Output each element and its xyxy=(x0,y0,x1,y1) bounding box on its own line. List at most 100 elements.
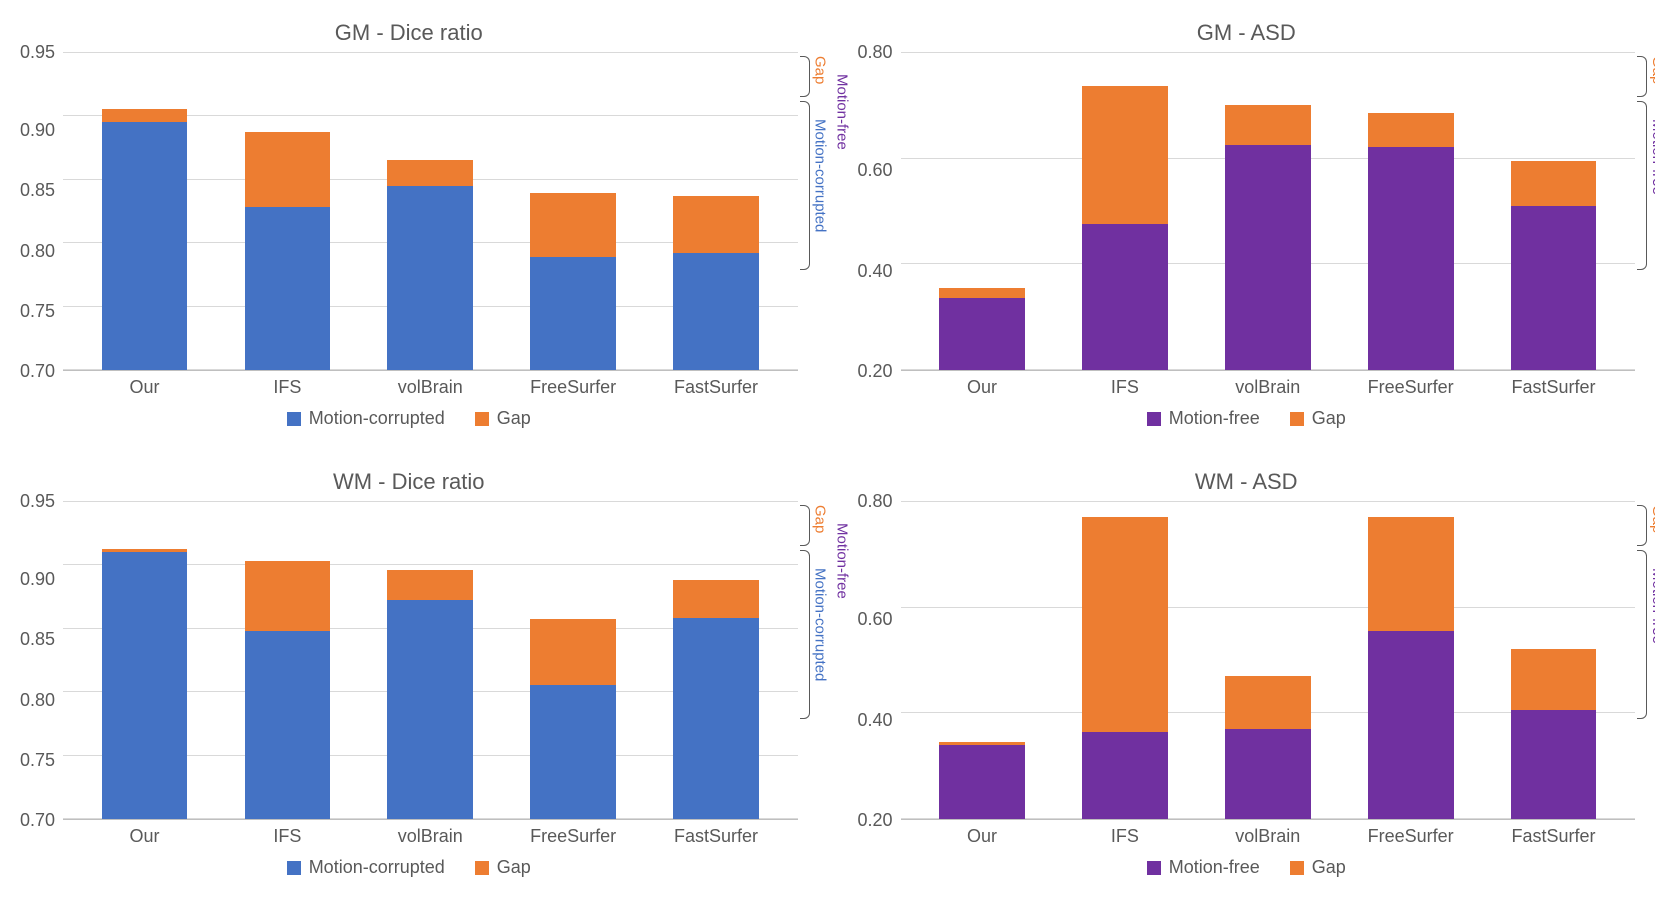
bar-segment xyxy=(1082,732,1168,819)
bar-segment xyxy=(1368,631,1454,819)
y-tick-label: 0.90 xyxy=(20,570,55,588)
bar xyxy=(387,52,473,370)
x-tick-label: FreeSurfer xyxy=(502,826,645,847)
y-tick-label: 0.90 xyxy=(20,121,55,139)
bar-segment xyxy=(387,186,473,370)
bar xyxy=(673,52,759,370)
x-tick-label: IFS xyxy=(216,826,359,847)
annot-gap: Gap xyxy=(1649,505,1655,533)
bar-segment xyxy=(245,631,331,819)
y-tick-label: 0.20 xyxy=(858,811,893,829)
bar-segment xyxy=(530,257,616,370)
x-tick-label: FastSurfer xyxy=(645,377,788,398)
annot-gap: Gap xyxy=(812,505,829,533)
bar-segment xyxy=(939,745,1025,819)
bar xyxy=(530,52,616,370)
bar xyxy=(1511,52,1597,370)
legend: Motion-freeGap xyxy=(858,408,1636,429)
bar xyxy=(1368,501,1454,819)
y-axis: 0.950.900.850.800.750.70 xyxy=(20,501,63,820)
legend-item: Gap xyxy=(1290,408,1346,429)
bar-segment xyxy=(1082,86,1168,224)
side-annotation: GapMotion-corruptedMotion-free xyxy=(800,52,856,275)
x-tick-label: FreeSurfer xyxy=(502,377,645,398)
x-tick-label: volBrain xyxy=(359,826,502,847)
bar-segment xyxy=(939,298,1025,370)
bar xyxy=(939,501,1025,819)
chart-title: GM - Dice ratio xyxy=(20,20,798,46)
bar xyxy=(1511,501,1597,819)
bar-segment xyxy=(939,288,1025,299)
annot-gap: Gap xyxy=(1649,56,1655,84)
side-annotation: GapMotion-freeMotion-corrupted xyxy=(1637,52,1655,275)
legend-item: Gap xyxy=(475,408,531,429)
bar xyxy=(245,52,331,370)
legend-label: Motion-corrupted xyxy=(309,408,445,429)
y-tick-label: 0.75 xyxy=(20,751,55,769)
y-tick-label: 0.95 xyxy=(20,492,55,510)
y-tick-label: 0.80 xyxy=(20,242,55,260)
annot-outer: Motion-free xyxy=(834,74,851,150)
x-axis: OurIFSvolBrainFreeSurferFastSurfer xyxy=(901,820,1635,847)
legend-label: Gap xyxy=(497,408,531,429)
bar xyxy=(530,501,616,819)
annot-lower: Motion-free xyxy=(1649,119,1655,195)
y-tick-label: 0.20 xyxy=(858,362,893,380)
x-axis: OurIFSvolBrainFreeSurferFastSurfer xyxy=(63,820,797,847)
annot-lower: Motion-corrupted xyxy=(812,568,829,681)
y-tick-label: 0.60 xyxy=(858,610,893,628)
panel-gm-dice: GM - Dice ratio0.950.900.850.800.750.70G… xyxy=(20,20,798,429)
legend-item: Motion-corrupted xyxy=(287,408,445,429)
plot-area: GapMotion-corruptedMotion-free xyxy=(63,52,797,371)
legend-label: Motion-free xyxy=(1169,857,1260,878)
chart-title: WM - ASD xyxy=(858,469,1636,495)
legend-swatch xyxy=(475,412,489,426)
chart-grid: GM - Dice ratio0.950.900.850.800.750.70G… xyxy=(20,20,1635,878)
x-tick-label: FastSurfer xyxy=(1482,377,1625,398)
x-tick-label: Our xyxy=(911,826,1054,847)
annot-lower: Motion-corrupted xyxy=(812,119,829,232)
bar-segment xyxy=(530,685,616,819)
bar-segment xyxy=(387,600,473,819)
legend-swatch xyxy=(287,412,301,426)
x-tick-label: volBrain xyxy=(359,377,502,398)
legend: Motion-corrupted Gap xyxy=(20,857,798,878)
legend-swatch xyxy=(1147,861,1161,875)
bar-segment xyxy=(1368,113,1454,147)
y-tick-label: 0.95 xyxy=(20,43,55,61)
bar-segment xyxy=(102,109,188,122)
bar xyxy=(1225,52,1311,370)
legend-swatch xyxy=(287,861,301,875)
legend-swatch xyxy=(475,861,489,875)
bar xyxy=(1082,501,1168,819)
y-tick-label: 0.40 xyxy=(858,262,893,280)
legend-item: Motion-corrupted xyxy=(287,857,445,878)
bar-segment xyxy=(102,552,188,819)
legend-label: Gap xyxy=(497,857,531,878)
bar xyxy=(1082,52,1168,370)
y-tick-label: 0.60 xyxy=(858,161,893,179)
legend-swatch xyxy=(1290,861,1304,875)
bar xyxy=(1368,52,1454,370)
y-tick-label: 0.80 xyxy=(858,492,893,510)
bar-segment xyxy=(387,160,473,185)
legend-item: Gap xyxy=(475,857,531,878)
x-tick-label: Our xyxy=(73,826,216,847)
annot-lower: Motion-free xyxy=(1649,568,1655,644)
plot-area: GapMotion-freeMotion-corrupted xyxy=(901,501,1635,820)
bar-segment xyxy=(673,196,759,253)
y-tick-label: 0.80 xyxy=(858,43,893,61)
x-tick-label: FreeSurfer xyxy=(1339,826,1482,847)
y-axis: 0.800.600.400.20 xyxy=(858,52,901,371)
bar-segment xyxy=(1225,676,1311,729)
y-tick-label: 0.70 xyxy=(20,362,55,380)
bar-segment xyxy=(387,570,473,601)
legend-label: Gap xyxy=(1312,857,1346,878)
x-tick-label: FreeSurfer xyxy=(1339,377,1482,398)
bar-segment xyxy=(1082,224,1168,370)
y-tick-label: 0.85 xyxy=(20,630,55,648)
bar xyxy=(245,501,331,819)
bar-segment xyxy=(245,132,331,207)
legend: Motion-free Gap xyxy=(858,857,1636,878)
bar-segment xyxy=(102,122,188,370)
